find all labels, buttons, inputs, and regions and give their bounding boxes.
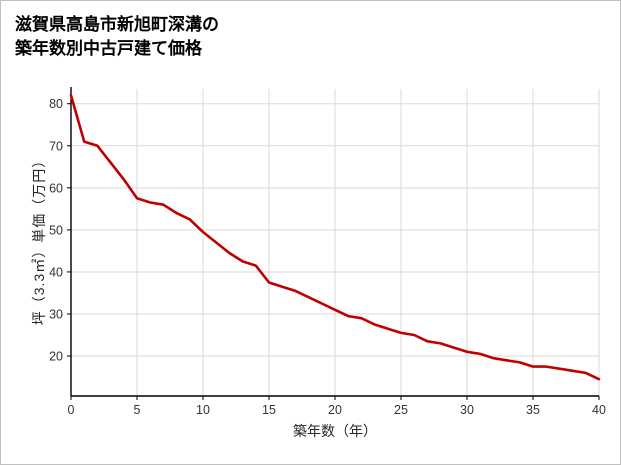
- x-tick-label: 35: [526, 403, 540, 417]
- x-tick-label: 20: [328, 403, 342, 417]
- x-tick-label: 40: [592, 403, 606, 417]
- y-axis-label: 坪（3.3㎡）単価（万円）: [31, 152, 47, 326]
- x-tick-label: 0: [68, 403, 75, 417]
- y-tick-label: 20: [49, 350, 63, 364]
- y-tick-label: 30: [49, 307, 63, 321]
- y-tick-label: 70: [49, 139, 63, 153]
- chart-title-line1: 滋賀県高島市新旭町深溝の: [15, 15, 219, 34]
- x-tick-label: 5: [134, 403, 141, 417]
- x-tick-label: 15: [262, 403, 276, 417]
- x-tick-label: 25: [394, 403, 408, 417]
- chart-title-line2: 築年数別中古戸建て価格: [15, 39, 202, 58]
- price-series-line: [69, 94, 601, 381]
- y-tick-label: 80: [49, 97, 63, 111]
- chart-title: 滋賀県高島市新旭町深溝の 築年数別中古戸建て価格: [15, 13, 219, 61]
- y-tick-label: 40: [49, 265, 63, 279]
- y-tick-label: 50: [49, 223, 63, 237]
- x-tick-label: 10: [196, 403, 210, 417]
- x-tick-label: 30: [460, 403, 474, 417]
- x-axis-label: 築年数（年）: [293, 423, 377, 439]
- y-tick-label: 60: [49, 181, 63, 195]
